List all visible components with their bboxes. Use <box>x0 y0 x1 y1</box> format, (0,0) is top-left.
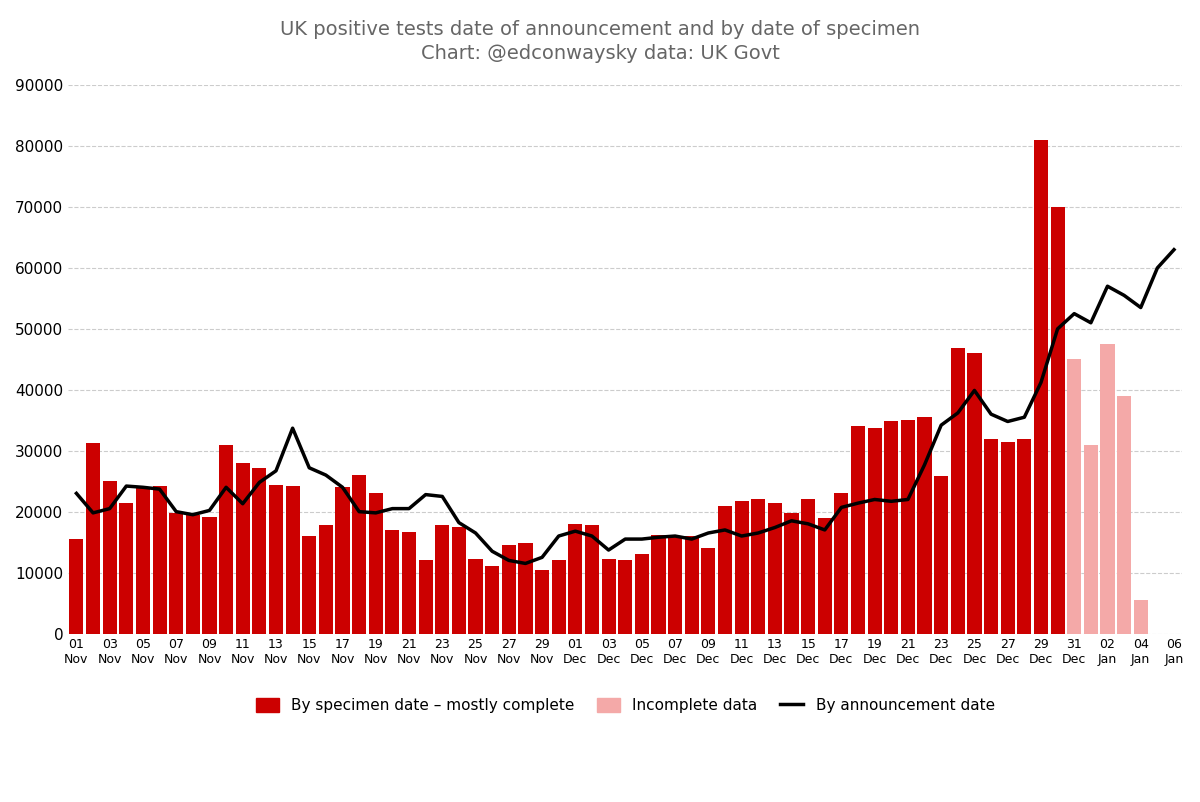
Bar <box>319 525 332 634</box>
Bar <box>252 468 266 634</box>
Bar <box>468 558 482 634</box>
Bar <box>950 348 965 634</box>
Bar <box>485 566 499 634</box>
Bar <box>785 512 798 634</box>
Bar <box>286 486 300 634</box>
Bar <box>136 488 150 634</box>
Bar <box>934 476 948 634</box>
Bar <box>535 570 550 634</box>
Bar <box>601 559 616 634</box>
Bar <box>1117 396 1132 634</box>
Bar <box>1134 600 1148 634</box>
Bar <box>220 444 233 634</box>
Bar <box>1084 444 1098 634</box>
Bar <box>918 417 931 634</box>
Bar <box>502 545 516 634</box>
Bar <box>336 488 349 634</box>
Bar <box>652 535 666 634</box>
Bar <box>1100 344 1115 634</box>
Bar <box>70 539 84 634</box>
Bar <box>802 500 815 634</box>
Bar <box>518 543 533 634</box>
Bar <box>352 475 366 634</box>
Bar <box>402 532 416 634</box>
Bar <box>1018 439 1031 634</box>
Bar <box>552 561 565 634</box>
Bar <box>86 444 100 634</box>
Bar <box>419 561 433 634</box>
Bar <box>1067 359 1081 634</box>
Bar <box>618 561 632 634</box>
Bar <box>868 428 882 634</box>
Bar <box>1034 140 1048 634</box>
Bar <box>584 525 599 634</box>
Bar <box>817 518 832 634</box>
Bar <box>718 505 732 634</box>
Bar <box>1050 207 1064 634</box>
Bar <box>302 536 317 634</box>
Bar <box>685 536 698 634</box>
Bar <box>701 549 715 634</box>
Bar <box>235 463 250 634</box>
Bar <box>834 493 848 634</box>
Legend: By specimen date – mostly complete, Incomplete data, By announcement date: By specimen date – mostly complete, Inco… <box>250 692 1001 719</box>
Bar <box>984 439 998 634</box>
Bar <box>668 536 682 634</box>
Bar <box>169 513 184 634</box>
Bar <box>967 353 982 634</box>
Bar <box>1001 442 1015 634</box>
Bar <box>635 554 649 634</box>
Bar <box>884 422 899 634</box>
Bar <box>569 524 582 634</box>
Bar <box>751 500 766 634</box>
Bar <box>152 486 167 634</box>
Bar <box>368 493 383 634</box>
Bar <box>203 516 216 634</box>
Bar <box>119 503 133 634</box>
Bar <box>186 515 200 634</box>
Bar <box>734 500 749 634</box>
Bar <box>385 530 400 634</box>
Bar <box>436 525 449 634</box>
Bar <box>768 503 782 634</box>
Bar <box>851 427 865 634</box>
Bar <box>452 527 466 634</box>
Text: Chart: @edconwaysky data: UK Govt: Chart: @edconwaysky data: UK Govt <box>420 44 780 63</box>
Bar <box>901 420 914 634</box>
Bar <box>269 485 283 634</box>
Bar <box>103 481 116 634</box>
Text: UK positive tests date of announcement and by date of specimen: UK positive tests date of announcement a… <box>280 20 920 39</box>
